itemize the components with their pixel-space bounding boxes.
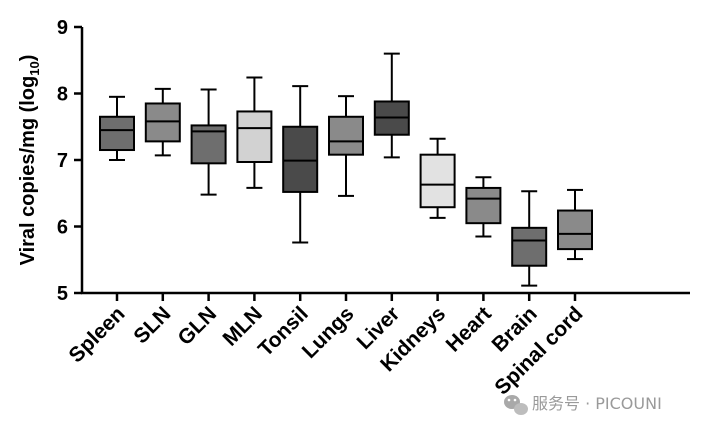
iqr-box [236,110,273,163]
category-label: Heart [442,302,496,356]
box-heart [465,176,502,238]
category-label: Lungs [298,302,359,363]
box-mln [236,76,273,189]
iqr-box [328,115,364,156]
box-liver [373,52,410,159]
y-axis-title: Viral copies/mg (log10) [17,55,42,266]
svg-text:Viral copies/mg (log10): Viral copies/mg (log10) [17,55,42,266]
category-label: SLN [129,302,175,348]
x-axis [81,291,690,301]
y-tick-label: 6 [57,217,68,239]
category-labels: Spleen SLNGLNMLNTonsilLungsLiverKidneysHe… [65,302,588,399]
iqr-box [465,186,502,225]
watermark: 服务号 · PICOUNI [504,394,662,415]
iqr-box [99,115,135,152]
y-axis-title-main: Viral copies/mg (log [17,76,39,266]
y-tick-label: 7 [57,150,68,172]
box-kidneys [419,137,456,219]
iqr-box [511,226,548,267]
box-spinal-cord [557,188,593,261]
box-spleen [99,95,135,161]
watermark-text: 服务号 · PICOUNI [532,394,662,413]
box-gln [190,88,227,196]
wechat-icon [504,395,528,415]
box-sln [144,87,181,157]
y-tick-label: 5 [57,283,68,305]
category-label: Spleen [65,302,130,367]
box-lungs [328,95,364,197]
box-brain [511,190,548,287]
iqr-box [282,125,319,193]
box-tonsil [282,85,319,244]
category-label: GLN [174,302,222,350]
y-tick-label: 9 [57,17,68,39]
y-tick-label: 8 [57,84,68,106]
iqr-box [557,209,593,251]
iqr-box [419,153,456,209]
y-axis: 5 6 7 8 9 [57,17,84,305]
y-axis-title-close: ) [17,55,39,62]
y-axis-title-subscript: 10 [27,61,42,75]
boxes-group [99,52,593,287]
